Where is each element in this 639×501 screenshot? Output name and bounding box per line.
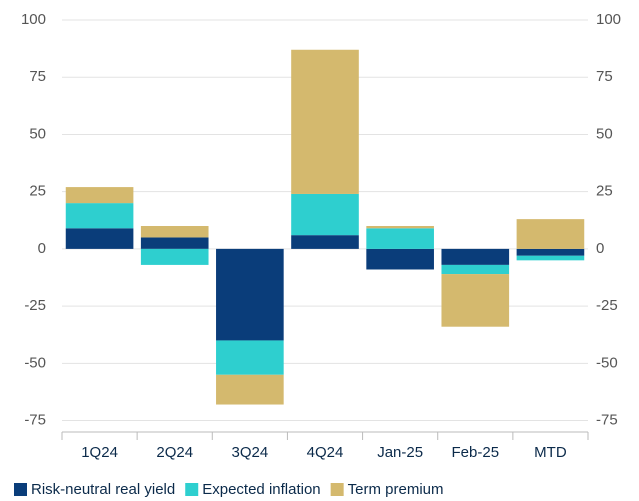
bar-segment — [65, 228, 134, 249]
x-tick-label: 4Q24 — [307, 444, 344, 461]
bar-segment — [366, 248, 434, 270]
bar-segment — [65, 203, 134, 229]
legend-swatch — [14, 483, 27, 496]
y-tick-label: 25 — [29, 183, 46, 200]
y-tick-label: -50 — [24, 354, 46, 371]
y-tick-label: 0 — [38, 240, 46, 257]
legend-label: Risk-neutral real yield — [31, 481, 175, 498]
x-tick-label: MTD — [534, 444, 567, 461]
legend-label: Term premium — [348, 481, 444, 498]
bar-segment — [140, 237, 209, 249]
y2-tick-label: -50 — [596, 354, 618, 371]
bar-segment — [216, 248, 284, 341]
bar-segment — [216, 374, 284, 405]
y2-tick-label: 50 — [596, 125, 613, 142]
y2-tick-label: -25 — [596, 297, 618, 314]
x-tick-label: 1Q24 — [81, 444, 118, 461]
x-tick-label: 3Q24 — [232, 444, 269, 461]
bar-segment — [140, 248, 209, 265]
bar-segment — [366, 228, 434, 249]
bar-segment — [516, 248, 585, 256]
y-tick-label: 100 — [21, 11, 46, 28]
bar-segment — [65, 187, 134, 204]
y2-tick-label: 100 — [596, 11, 621, 28]
bar-segment — [441, 248, 510, 265]
bar-segment — [291, 193, 359, 236]
bar-segment — [140, 226, 209, 238]
bar-segment — [441, 274, 510, 327]
bar-segment — [291, 235, 359, 249]
bar-segment — [516, 219, 585, 249]
y-tick-label: -75 — [24, 412, 46, 429]
bar-segment — [516, 255, 585, 261]
legend-label: Expected inflation — [202, 481, 320, 498]
y-tick-label: 50 — [29, 125, 46, 142]
bar-segment — [441, 264, 510, 275]
y2-tick-label: 75 — [596, 68, 613, 85]
y-tick-label: -25 — [24, 297, 46, 314]
y2-tick-label: 0 — [596, 240, 604, 257]
legend-swatch — [185, 483, 199, 496]
bar-segment — [216, 340, 284, 375]
y2-tick-label: -75 — [596, 412, 618, 429]
y-tick-label: 75 — [29, 68, 46, 85]
x-tick-label: Jan-25 — [377, 444, 423, 461]
legend-swatch — [330, 483, 344, 496]
bar-segment — [366, 226, 434, 229]
x-tick-label: Feb-25 — [452, 444, 500, 461]
x-tick-label: 2Q24 — [156, 444, 193, 461]
y2-tick-label: 25 — [596, 183, 613, 200]
bar-segment — [291, 49, 359, 194]
